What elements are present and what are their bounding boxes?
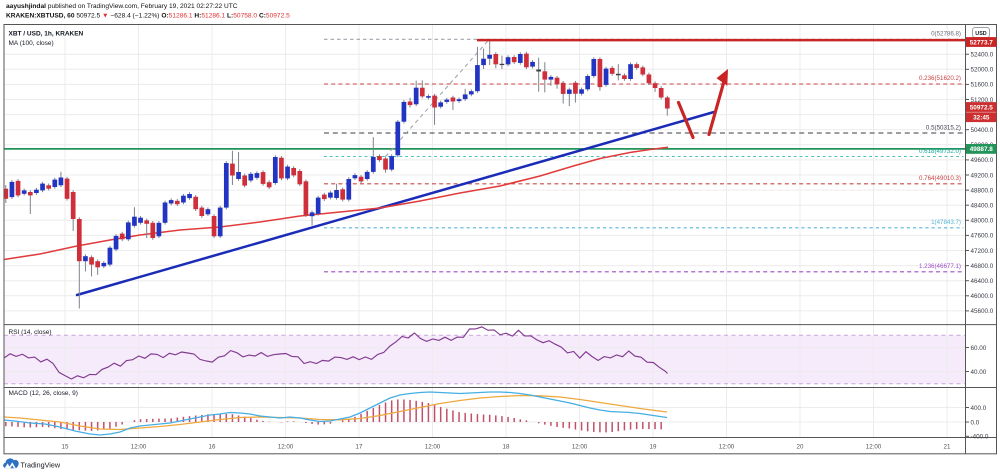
svg-text:0.236(51620.2): 0.236(51620.2) xyxy=(919,75,961,82)
svg-text:50972.5: 50972.5 xyxy=(970,104,994,111)
svg-text:KRAKEN:XBTUSD, 60 50972.5 ▼ −: KRAKEN:XBTUSD, 60 50972.5 ▼ −628.4 (−1.2… xyxy=(6,13,290,20)
svg-text:18: 18 xyxy=(503,444,510,451)
svg-text:60.00: 60.00 xyxy=(971,345,987,352)
svg-text:52400.0: 52400.0 xyxy=(971,52,994,59)
svg-text:46400.0: 46400.0 xyxy=(971,278,994,285)
svg-text:45600.0: 45600.0 xyxy=(971,308,994,315)
svg-text:12:00: 12:00 xyxy=(278,444,294,451)
svg-text:46000.0: 46000.0 xyxy=(971,293,994,300)
svg-text:aayushjindal published on Trad: aayushjindal published on TradingView.co… xyxy=(6,3,238,10)
svg-text:51600.0: 51600.0 xyxy=(971,82,994,89)
svg-text:47200.0: 47200.0 xyxy=(971,248,994,255)
svg-text:12:00: 12:00 xyxy=(719,444,735,451)
svg-text:52773.7: 52773.7 xyxy=(970,39,994,46)
svg-text:12:00: 12:00 xyxy=(572,444,588,451)
svg-text:49887.8: 49887.8 xyxy=(970,146,994,153)
svg-text:0(52786.8): 0(52786.8) xyxy=(931,30,961,37)
svg-text:47600.0: 47600.0 xyxy=(971,233,994,240)
svg-text:TradingView: TradingView xyxy=(21,460,61,469)
svg-text:21: 21 xyxy=(944,444,951,451)
svg-text:48000.0: 48000.0 xyxy=(971,218,994,225)
svg-text:51200.0: 51200.0 xyxy=(971,97,994,104)
svg-text:1.236(46677.1): 1.236(46677.1) xyxy=(919,263,961,270)
svg-text:0.5(50315.2): 0.5(50315.2) xyxy=(926,124,961,131)
svg-text:49200.0: 49200.0 xyxy=(971,172,994,179)
svg-text:400.0: 400.0 xyxy=(971,405,987,412)
svg-text:52000.0: 52000.0 xyxy=(971,67,994,74)
svg-text:12:00: 12:00 xyxy=(425,444,441,451)
svg-text:48400.0: 48400.0 xyxy=(971,203,994,210)
svg-text:XBT / USD, 1h, KRAKEN: XBT / USD, 1h, KRAKEN xyxy=(9,31,84,38)
svg-text:RSI (14, close): RSI (14, close) xyxy=(9,329,52,336)
svg-text:16: 16 xyxy=(209,444,216,451)
svg-text:15: 15 xyxy=(62,444,69,451)
svg-text:USD: USD xyxy=(975,31,986,37)
svg-text:50400.0: 50400.0 xyxy=(971,127,994,134)
svg-text:12:00: 12:00 xyxy=(131,444,147,451)
svg-text:MACD (12, 26, close, 9): MACD (12, 26, close, 9) xyxy=(9,390,78,397)
svg-text:0.764(49010.3): 0.764(49010.3) xyxy=(919,175,961,182)
svg-text:20: 20 xyxy=(797,444,804,451)
svg-text:1(47843.7): 1(47843.7) xyxy=(931,219,961,226)
svg-text:32:45: 32:45 xyxy=(973,115,990,122)
svg-text:49600.0: 49600.0 xyxy=(971,157,994,164)
svg-text:48800.0: 48800.0 xyxy=(971,187,994,194)
svg-text:12:00: 12:00 xyxy=(866,444,882,451)
svg-text:19: 19 xyxy=(650,444,657,451)
svg-text:MA (100, close): MA (100, close) xyxy=(9,40,54,47)
svg-text:0.618(49732.0): 0.618(49732.0) xyxy=(919,148,961,155)
svg-text:0.0: 0.0 xyxy=(971,419,980,426)
svg-text:-400.0: -400.0 xyxy=(971,434,989,441)
svg-text:17: 17 xyxy=(356,444,363,451)
svg-text:46800.0: 46800.0 xyxy=(971,263,994,270)
svg-text:40.00: 40.00 xyxy=(971,369,987,376)
